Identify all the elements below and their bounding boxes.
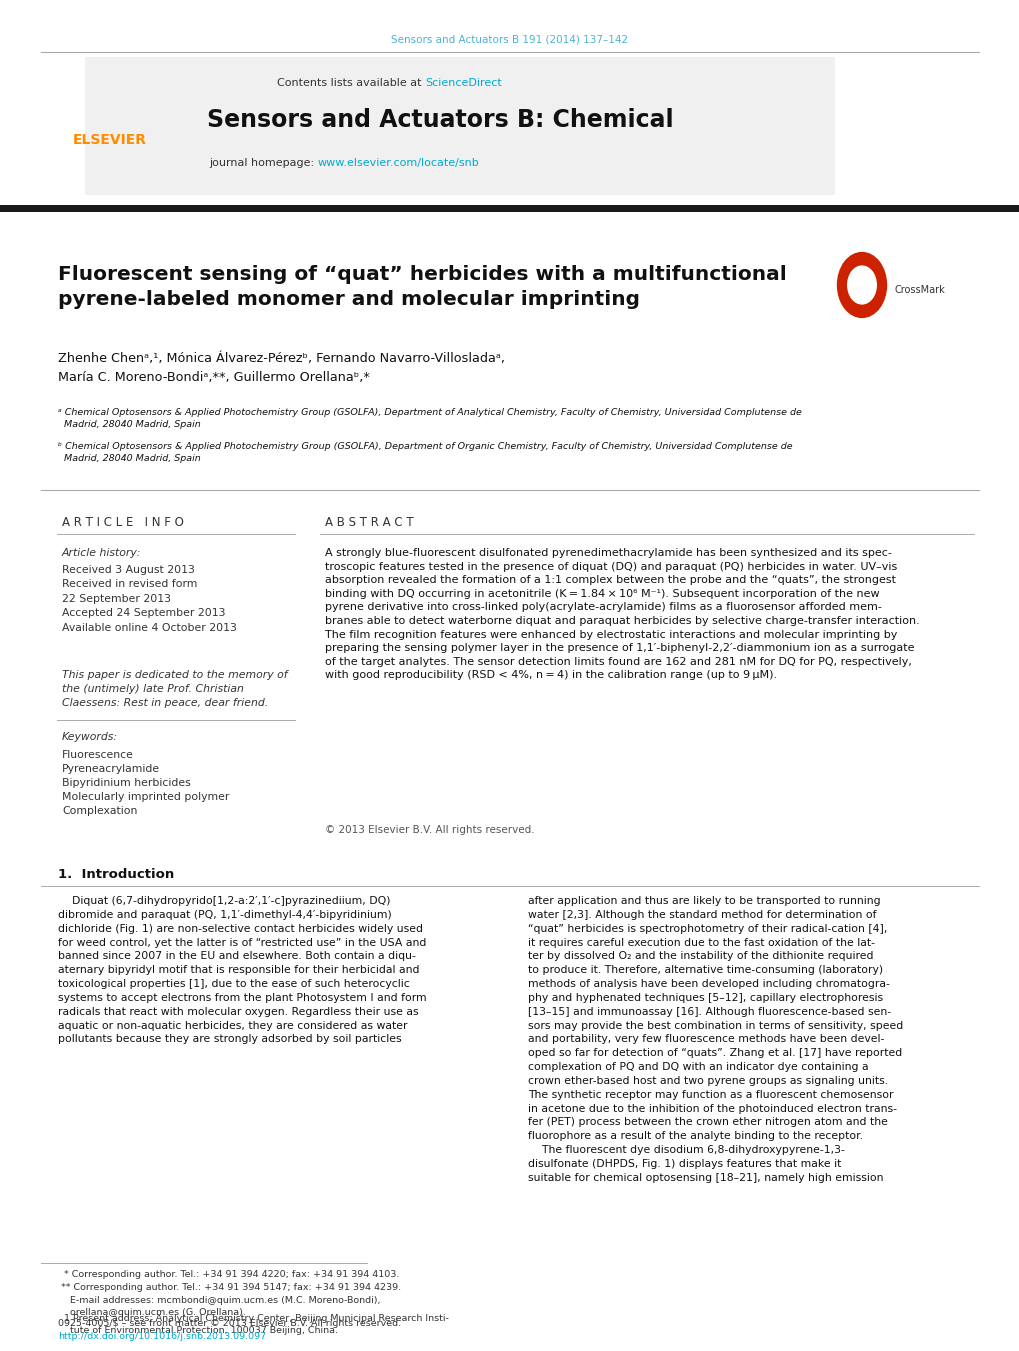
- Text: 0925-4005/$ – see front matter © 2013 Elsevier B.V. All rights reserved.: 0925-4005/$ – see front matter © 2013 El…: [58, 1319, 400, 1328]
- Text: Keywords:: Keywords:: [62, 732, 118, 742]
- Text: Fluorescence
Pyreneacrylamide
Bipyridinium herbicides
Molecularly imprinted poly: Fluorescence Pyreneacrylamide Bipyridini…: [62, 750, 229, 816]
- Text: journal homepage:: journal homepage:: [209, 158, 318, 168]
- Circle shape: [847, 266, 875, 304]
- Text: © 2013 Elsevier B.V. All rights reserved.: © 2013 Elsevier B.V. All rights reserved…: [325, 825, 534, 835]
- Circle shape: [837, 253, 886, 317]
- Text: María C. Moreno-Bondiᵃ,**, Guillermo Orellanaᵇ,*: María C. Moreno-Bondiᵃ,**, Guillermo Ore…: [58, 372, 370, 384]
- Text: Zhenhe Chenᵃ,¹, Mónica Álvarez-Pérezᵇ, Fernando Navarro-Villosladaᵃ,: Zhenhe Chenᵃ,¹, Mónica Álvarez-Pérezᵇ, F…: [58, 353, 504, 365]
- Text: after application and thus are likely to be transported to running
water [2,3]. : after application and thus are likely to…: [528, 896, 903, 1182]
- Text: * Corresponding author. Tel.: +34 91 394 4220; fax: +34 91 394 4103.: * Corresponding author. Tel.: +34 91 394…: [58, 1270, 399, 1279]
- Text: ** Corresponding author. Tel.: +34 91 394 5147; fax: +34 91 394 4239.: ** Corresponding author. Tel.: +34 91 39…: [58, 1283, 400, 1292]
- Text: E-mail addresses: mcmbondi@quim.ucm.es (M.C. Moreno-Bondi),
    orellana@quim.uc: E-mail addresses: mcmbondi@quim.ucm.es (…: [58, 1296, 380, 1317]
- Text: ScienceDirect: ScienceDirect: [425, 78, 501, 88]
- Text: Diquat (6,7-dihydropyrido[1,2-a:2′,1′-c]pyrazinediium, DQ)
dibromide and paraqua: Diquat (6,7-dihydropyrido[1,2-a:2′,1′-c]…: [58, 896, 426, 1044]
- Text: A B S T R A C T: A B S T R A C T: [325, 516, 414, 530]
- Text: 1.  Introduction: 1. Introduction: [58, 867, 174, 881]
- Text: CrossMark: CrossMark: [894, 285, 945, 295]
- Text: http://dx.doi.org/10.1016/j.snb.2013.09.097: http://dx.doi.org/10.1016/j.snb.2013.09.…: [58, 1332, 266, 1342]
- Text: A R T I C L E   I N F O: A R T I C L E I N F O: [62, 516, 183, 530]
- Text: www.elsevier.com/locate/snb: www.elsevier.com/locate/snb: [318, 158, 479, 168]
- Text: ᵃ Chemical Optosensors & Applied Photochemistry Group (GSOLFA), Department of An: ᵃ Chemical Optosensors & Applied Photoch…: [58, 408, 801, 428]
- Bar: [85, 57, 835, 195]
- Text: ELSEVIER: ELSEVIER: [73, 132, 147, 147]
- Text: Fluorescent sensing of “quat” herbicides with a multifunctional
pyrene-labeled m: Fluorescent sensing of “quat” herbicides…: [58, 265, 786, 309]
- Text: ᵇ Chemical Optosensors & Applied Photochemistry Group (GSOLFA), Department of Or: ᵇ Chemical Optosensors & Applied Photoch…: [58, 442, 792, 463]
- Text: Article history:: Article history:: [62, 549, 142, 558]
- Text: 1 Present address: Analytical Chemistry Center, Beijing Municipal Research Insti: 1 Present address: Analytical Chemistry …: [58, 1315, 448, 1335]
- Text: A strongly blue-fluorescent disulfonated pyrenedimethacrylamide has been synthes: A strongly blue-fluorescent disulfonated…: [325, 549, 919, 681]
- Text: Received 3 August 2013
Received in revised form
22 September 2013
Accepted 24 Se: Received 3 August 2013 Received in revis…: [62, 565, 236, 632]
- Text: This paper is dedicated to the memory of
the (untimely) late Prof. Christian
Cla: This paper is dedicated to the memory of…: [62, 670, 287, 708]
- Bar: [0, 205, 1019, 212]
- Text: Sensors and Actuators B: Chemical: Sensors and Actuators B: Chemical: [207, 108, 673, 132]
- Text: Sensors and Actuators B 191 (2014) 137–142: Sensors and Actuators B 191 (2014) 137–1…: [391, 35, 628, 45]
- Text: Contents lists available at: Contents lists available at: [277, 78, 425, 88]
